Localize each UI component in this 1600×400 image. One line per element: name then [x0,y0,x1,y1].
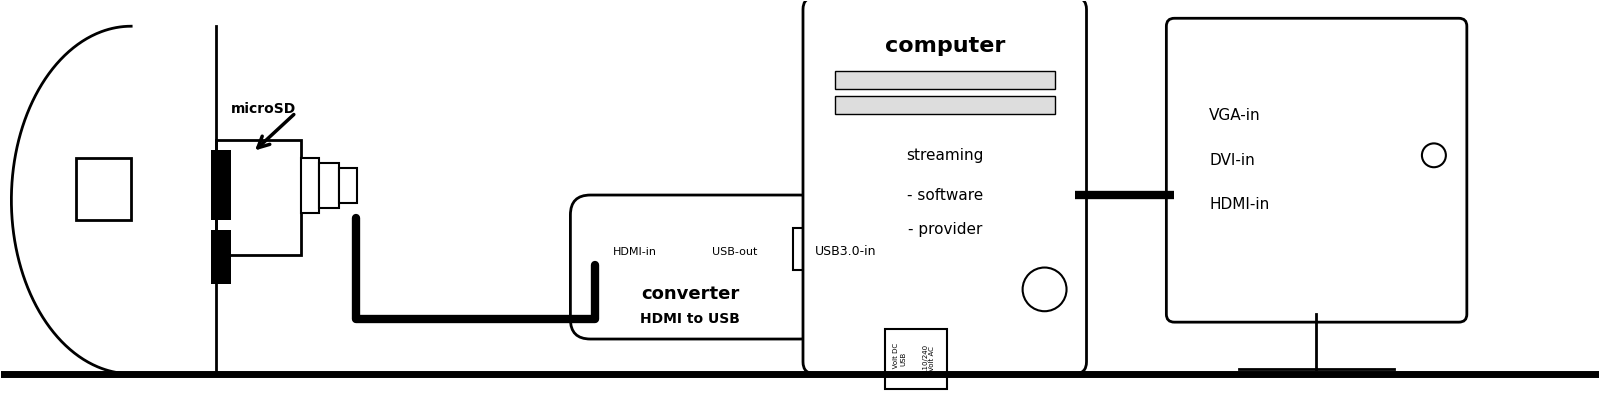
Bar [216,140,301,255]
Text: HDMI-in: HDMI-in [613,247,658,257]
Text: VGA-in: VGA-in [1210,108,1261,123]
Text: 110/240
Volt AC: 110/240 Volt AC [922,344,936,374]
Bar [77,158,131,220]
Text: converter: converter [642,285,739,303]
Text: HDMI to USB: HDMI to USB [640,312,741,326]
Circle shape [1422,143,1446,167]
Text: 5 Volt DC
USB: 5 Volt DC USB [893,343,906,375]
Text: computer: computer [885,36,1005,56]
FancyBboxPatch shape [1166,18,1467,322]
Text: USB-out: USB-out [712,247,758,257]
Text: - provider: - provider [907,222,982,237]
Text: DVI-in: DVI-in [1210,153,1254,168]
Bar [301,158,318,213]
Text: HDMI-in: HDMI-in [1210,198,1269,212]
FancyBboxPatch shape [803,0,1086,374]
Text: USB3.0-in: USB3.0-in [814,245,877,258]
Text: microSD: microSD [230,102,296,116]
Bar [211,150,230,220]
Bar [211,230,230,284]
Bar [318,163,339,208]
FancyBboxPatch shape [570,195,819,339]
Bar [835,71,1054,89]
Text: streaming: streaming [906,148,984,163]
Circle shape [1022,268,1067,311]
Bar [339,168,357,203]
Bar [794,228,814,270]
Bar [835,96,1054,114]
Text: - software: - software [907,188,982,202]
Bar [885,329,947,389]
